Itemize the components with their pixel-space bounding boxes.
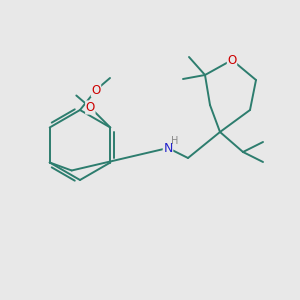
Text: O: O (227, 53, 237, 67)
Text: H: H (171, 136, 179, 146)
Text: O: O (86, 101, 95, 114)
Text: O: O (92, 83, 100, 97)
Text: N: N (163, 142, 173, 154)
